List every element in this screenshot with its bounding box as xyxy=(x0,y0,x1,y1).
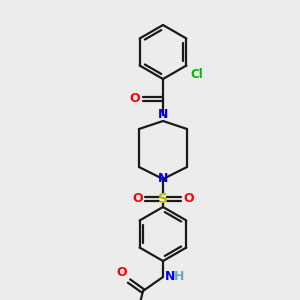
Text: S: S xyxy=(158,192,168,206)
Text: H: H xyxy=(174,271,184,284)
Text: N: N xyxy=(165,269,175,283)
Text: Cl: Cl xyxy=(190,68,203,82)
Text: O: O xyxy=(116,266,127,279)
Text: N: N xyxy=(158,109,168,122)
Text: N: N xyxy=(158,172,168,185)
Text: O: O xyxy=(183,193,194,206)
Text: O: O xyxy=(132,193,143,206)
Text: O: O xyxy=(129,92,140,106)
